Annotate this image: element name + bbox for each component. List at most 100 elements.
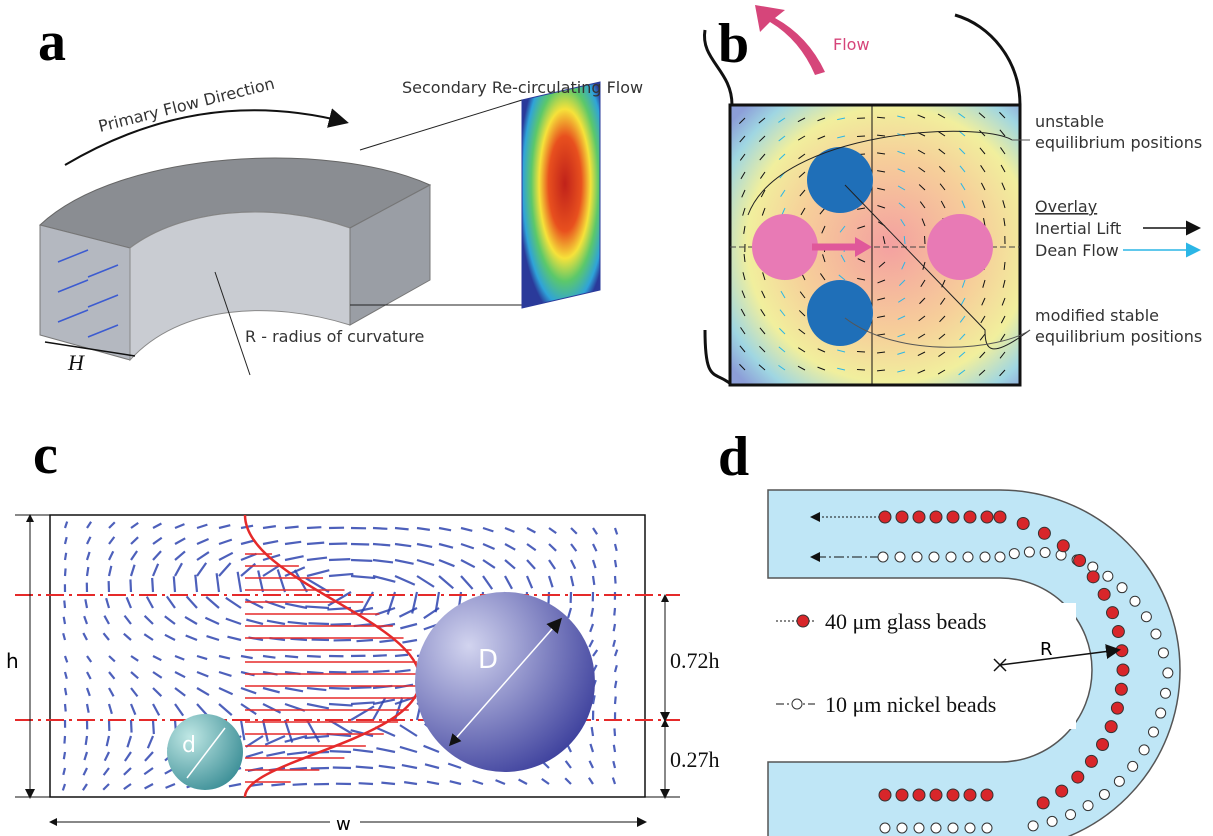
nickel-bead xyxy=(1066,810,1076,820)
arrow xyxy=(614,745,615,752)
glass-bead xyxy=(1097,738,1109,750)
nickel-bead xyxy=(1141,612,1151,622)
glass-bead xyxy=(1072,771,1084,783)
glass-bead xyxy=(1105,721,1117,733)
primary-flow-label: Primary Flow Direction xyxy=(96,74,276,136)
arrow xyxy=(351,702,375,704)
upper-fraction: 0.72h xyxy=(670,648,720,673)
nickel-bead xyxy=(1040,548,1050,558)
particle xyxy=(752,214,818,280)
small-particle-label: d xyxy=(182,733,196,758)
glass-beads-label: 40 μm glass beads xyxy=(825,609,987,634)
arrow xyxy=(381,783,395,784)
nickel-bead xyxy=(980,552,990,562)
nickel-bead xyxy=(1139,745,1149,755)
arrow xyxy=(87,567,88,576)
arrow xyxy=(329,559,350,560)
arrow xyxy=(351,560,372,561)
arrow xyxy=(373,528,387,529)
arrow xyxy=(614,728,615,736)
panel-label: d xyxy=(718,426,749,488)
nickel-bead xyxy=(1099,789,1109,799)
radius-label: R xyxy=(1040,639,1053,660)
page: {"panels": [ {"label": "a", "primary_flo… xyxy=(0,0,1213,836)
height-label: h xyxy=(6,649,19,673)
nickel-bead xyxy=(1163,668,1173,678)
nickel-bead xyxy=(929,552,939,562)
arrow xyxy=(614,608,615,615)
nickel-bead xyxy=(1103,571,1113,581)
arrow xyxy=(271,784,285,785)
flow-label: Flow xyxy=(833,35,870,54)
arrow xyxy=(290,768,307,769)
nickel-bead xyxy=(912,552,922,562)
panel-label: c xyxy=(33,424,58,486)
arrow xyxy=(373,671,389,672)
legend-bead xyxy=(797,615,809,627)
unstable-label: unstable xyxy=(1035,112,1104,131)
arrow xyxy=(615,560,616,567)
arrow xyxy=(395,655,408,656)
particle xyxy=(927,214,993,280)
arrow xyxy=(307,672,323,673)
channel-wall xyxy=(955,15,1020,105)
glass-bead xyxy=(1111,702,1123,714)
leader-line xyxy=(360,100,522,150)
arrow xyxy=(330,624,351,625)
nickel-bead xyxy=(914,823,924,833)
arrow xyxy=(615,681,616,688)
unstable-label: equilibrium positions xyxy=(1035,133,1202,152)
nickel-bead xyxy=(965,823,975,833)
legend-bead xyxy=(792,699,802,709)
arrow xyxy=(308,623,329,624)
arrow xyxy=(592,727,593,736)
arrow xyxy=(395,528,409,529)
arrow xyxy=(64,736,65,744)
arrow xyxy=(356,767,373,768)
arrow xyxy=(86,736,87,745)
arrow xyxy=(65,568,66,576)
arrow xyxy=(357,640,373,641)
panel-c: c D d h 0.72h 0.27h w xyxy=(6,424,720,835)
glass-bead xyxy=(1057,540,1069,552)
nickel-bead xyxy=(963,552,973,562)
glass-bead xyxy=(1017,518,1029,530)
small-particle xyxy=(167,714,243,790)
nickel-bead xyxy=(1083,801,1093,811)
arrow xyxy=(285,527,299,528)
glass-bead xyxy=(913,789,925,801)
particle xyxy=(807,280,873,346)
arrow xyxy=(857,136,865,137)
legend-label: Inertial Lift xyxy=(1035,219,1121,238)
nickel-bead xyxy=(982,823,992,833)
nickel-beads-label: 10 μm nickel beads xyxy=(825,692,996,717)
glass-bead xyxy=(1112,626,1124,638)
arrow xyxy=(593,576,594,585)
glass-bead xyxy=(930,511,942,523)
secondary-flow-map xyxy=(522,82,600,308)
arrow xyxy=(65,704,66,711)
glass-bead xyxy=(879,511,891,523)
arrow xyxy=(305,606,329,608)
nickel-bead xyxy=(1151,629,1161,639)
glass-bead xyxy=(930,789,942,801)
arrow xyxy=(65,553,66,560)
nickel-bead xyxy=(1160,688,1170,698)
nickel-bead xyxy=(931,823,941,833)
arrow xyxy=(153,720,154,734)
nickel-bead xyxy=(1024,547,1034,557)
glass-bead xyxy=(1085,755,1097,767)
arrow xyxy=(615,576,616,584)
arrow xyxy=(329,688,350,689)
arrow xyxy=(174,576,175,592)
nickel-bead xyxy=(897,823,907,833)
arrow xyxy=(307,656,321,657)
arrow xyxy=(351,687,372,688)
legend-label: Dean Flow xyxy=(1035,241,1119,260)
flow-arrow xyxy=(755,5,825,75)
nickel-bead xyxy=(1156,708,1166,718)
nickel-bead xyxy=(1130,596,1140,606)
glass-bead xyxy=(1107,607,1119,619)
glass-bead xyxy=(896,789,908,801)
arrow xyxy=(307,543,324,544)
